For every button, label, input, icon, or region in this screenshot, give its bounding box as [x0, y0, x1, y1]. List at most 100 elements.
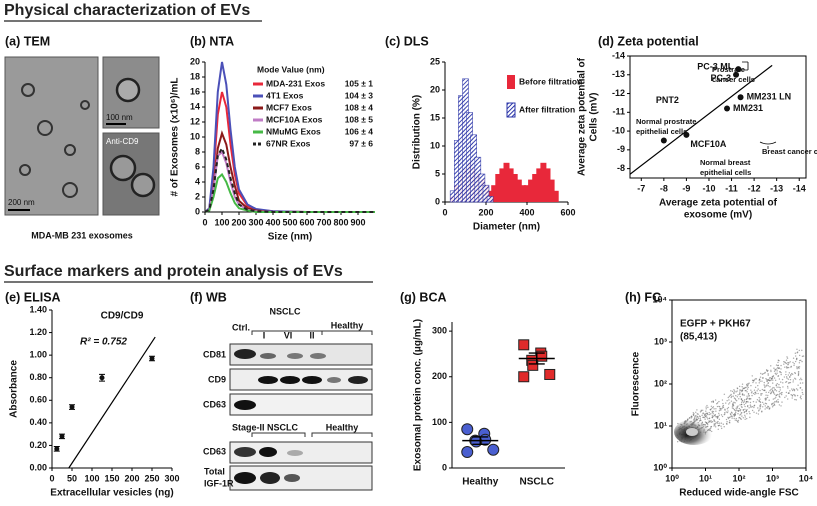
- density-dot: [746, 388, 749, 390]
- density-dot: [732, 395, 734, 397]
- point: [683, 131, 690, 138]
- density-dot: [757, 384, 759, 387]
- x-tick-label: 700: [316, 217, 331, 227]
- bar: [548, 179, 555, 202]
- density-dot: [796, 394, 799, 397]
- density-dot: [739, 391, 741, 393]
- density-dot: [780, 405, 782, 407]
- y-tick-label: 10²: [654, 378, 667, 388]
- density-dot: [696, 415, 698, 418]
- density-dot: [780, 392, 782, 394]
- density-dot: [801, 360, 803, 363]
- density-dot: [689, 416, 691, 419]
- y-axis-label: Cells (mV): [589, 93, 600, 142]
- density-dot: [775, 364, 778, 366]
- density-dot: [770, 388, 772, 391]
- density-dot: [714, 426, 717, 428]
- density-dot: [716, 405, 719, 408]
- density-dot: [765, 391, 767, 393]
- density-dot: [758, 382, 760, 384]
- density-dot: [710, 401, 713, 403]
- density-dot: [727, 406, 730, 409]
- density-dot: [692, 414, 695, 417]
- point: [737, 94, 744, 101]
- density-dot: [764, 389, 766, 391]
- density-dot: [731, 390, 734, 393]
- density-dot: [724, 413, 726, 415]
- density-dot: [734, 397, 736, 400]
- density-dot: [797, 374, 800, 377]
- y-tick-label: 2: [195, 191, 200, 201]
- density-dot: [772, 398, 775, 400]
- density-dot: [799, 396, 802, 399]
- bar: [495, 174, 502, 202]
- density-dot: [744, 416, 746, 418]
- y-tick-label: 10⁴: [653, 294, 667, 304]
- x-tick-label: -10: [702, 183, 715, 193]
- density-dot: [749, 404, 752, 406]
- density-dot: [723, 393, 726, 395]
- density-dot: [766, 380, 768, 382]
- density-dot: [794, 372, 797, 375]
- density-dot: [753, 389, 756, 391]
- point: [733, 71, 740, 78]
- density-dot: [735, 399, 737, 401]
- legend-label: MCF10A Exos: [266, 114, 323, 124]
- density-dot: [760, 372, 762, 375]
- density-dot: [782, 382, 784, 384]
- density-dot: [771, 378, 773, 380]
- density-dot: [738, 409, 740, 412]
- bar: [544, 168, 551, 202]
- y-tick-label: 0: [195, 206, 200, 216]
- row-label: CD63: [203, 446, 226, 456]
- density-dot: [743, 403, 746, 406]
- density-dot: [719, 408, 721, 410]
- density-dot: [713, 419, 715, 422]
- y-tick-label: -11: [612, 107, 625, 117]
- density-dot: [739, 410, 742, 412]
- density-dot: [743, 399, 746, 401]
- density-dot: [716, 416, 719, 419]
- density-dot: [770, 392, 772, 394]
- density-dot: [741, 383, 744, 385]
- density-dot: [799, 387, 802, 389]
- density-dot: [796, 348, 798, 350]
- density-dot: [776, 370, 778, 372]
- y-tick-label: -13: [612, 69, 625, 79]
- bar: [524, 185, 530, 202]
- legend-label: 4T1 Exos: [266, 90, 304, 100]
- density-dot: [773, 387, 776, 389]
- density-dot: [734, 402, 736, 404]
- density-dot: [720, 425, 722, 427]
- density-dot: [721, 415, 724, 418]
- density-dot: [787, 361, 789, 364]
- density-dot: [712, 406, 715, 408]
- density-dot: [741, 415, 743, 417]
- density-dot: [759, 406, 761, 408]
- density-dot: [791, 394, 793, 396]
- density-dot: [722, 405, 724, 408]
- density-dot: [751, 405, 754, 408]
- point: [59, 433, 65, 439]
- density-dot: [702, 416, 704, 419]
- lane-label: Ctrl.: [232, 322, 250, 332]
- density-dot: [729, 394, 731, 397]
- density-dot: [745, 398, 748, 401]
- density-dot: [733, 390, 736, 392]
- density-dot: [787, 364, 789, 366]
- density-dot: [798, 366, 801, 368]
- legend-swatch: [507, 75, 515, 89]
- density-dot: [708, 413, 711, 416]
- density-dot: [727, 403, 730, 405]
- density-dot: [704, 415, 707, 418]
- density-dot: [749, 412, 751, 415]
- density-dot: [730, 400, 733, 402]
- density-dot: [776, 393, 779, 396]
- density-dot: [794, 360, 797, 363]
- x-tick-label: 0: [202, 217, 207, 227]
- density-dot: [745, 410, 748, 412]
- density-dot: [721, 407, 724, 409]
- annotation: EGFP + PKH67: [680, 319, 751, 330]
- density-dot: [747, 384, 749, 386]
- point: [724, 105, 731, 112]
